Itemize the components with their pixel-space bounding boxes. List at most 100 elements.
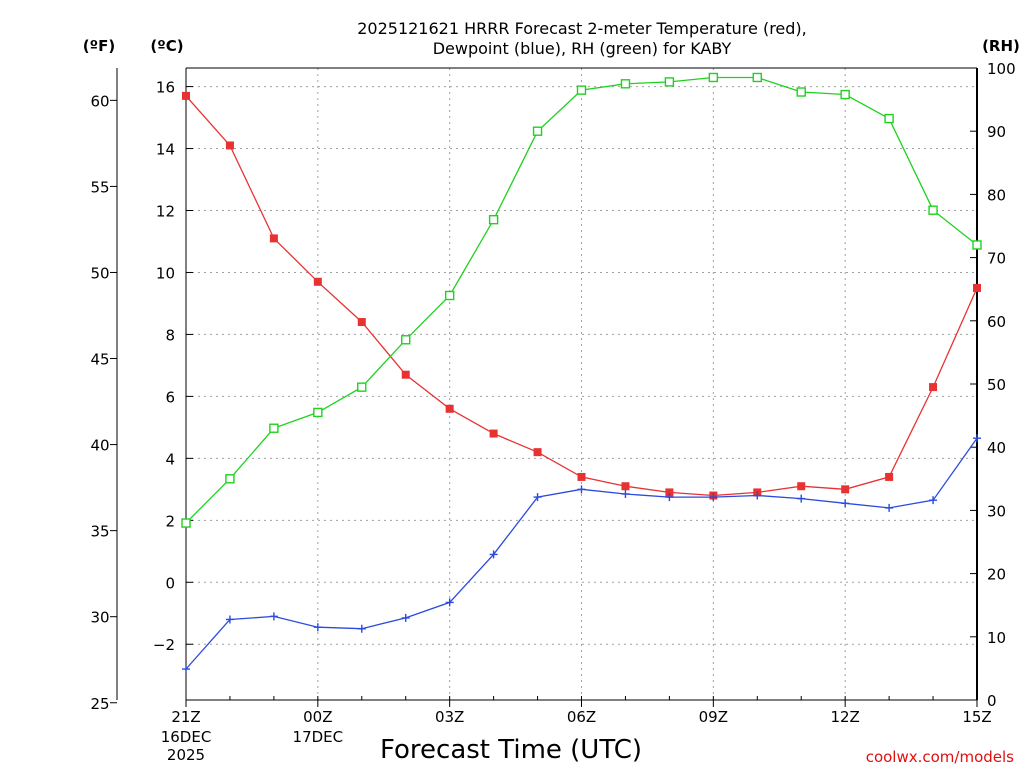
x-axis-title: Forecast Time (UTC) bbox=[380, 735, 642, 765]
rh-point bbox=[444, 290, 455, 301]
temperature-point bbox=[225, 141, 234, 150]
fahrenheit-tick-label: 45 bbox=[90, 351, 109, 369]
temperature-point bbox=[929, 383, 938, 392]
dewpoint-point bbox=[445, 598, 454, 607]
rh-tick-label: 30 bbox=[987, 502, 1006, 520]
rh-point bbox=[664, 77, 675, 87]
temperature-point bbox=[269, 234, 278, 243]
dewpoint-point bbox=[929, 496, 938, 505]
dewpoint-point bbox=[533, 493, 542, 502]
title-line-1: 2025121621 HRRR Forecast 2-meter Tempera… bbox=[357, 19, 807, 38]
rh-tick-label: 60 bbox=[987, 313, 1006, 331]
rh-point bbox=[401, 335, 411, 345]
x-tick-label: 21Z bbox=[171, 708, 200, 726]
temperature-point bbox=[665, 488, 674, 497]
dewpoint-point bbox=[577, 485, 586, 494]
temperature-point bbox=[533, 448, 542, 457]
rh-point bbox=[884, 113, 894, 124]
fahrenheit-tick-label: 60 bbox=[90, 92, 109, 110]
rh-point bbox=[840, 89, 850, 100]
dewpoint-point bbox=[709, 493, 718, 502]
fahrenheit-tick-label: 55 bbox=[90, 178, 109, 196]
temperature-point bbox=[401, 370, 410, 379]
x-tick-label: 03Z bbox=[435, 708, 464, 726]
celsius-tick-label: 0 bbox=[165, 574, 175, 592]
x-tick-date: 16DEC bbox=[161, 728, 212, 746]
rh-point bbox=[488, 214, 499, 225]
axes: −2 0 2 4 6 8 10 12 14 16 25 30 35 40 45 50 55 60 0 10 20 30 40… bbox=[90, 60, 1015, 764]
dewpoint-point bbox=[753, 491, 762, 500]
rh-tick-label: 10 bbox=[987, 629, 1006, 647]
x-tick-year: 2025 bbox=[167, 746, 205, 764]
rh-tick-label: 100 bbox=[987, 60, 1016, 78]
celsius-tick-label: 2 bbox=[165, 512, 175, 530]
temperature-point bbox=[797, 482, 806, 491]
rh-line bbox=[185, 76, 978, 524]
dewpoint-line bbox=[185, 437, 978, 670]
rh-tick-label: 0 bbox=[987, 692, 997, 710]
rh-point bbox=[313, 407, 323, 418]
temperature-point bbox=[313, 277, 322, 286]
rh-tick-label: 40 bbox=[987, 439, 1006, 457]
dewpoint-point bbox=[225, 615, 234, 624]
dewpoint-point bbox=[841, 499, 850, 508]
grid bbox=[186, 68, 977, 700]
rh-point bbox=[576, 85, 587, 95]
fahrenheit-tick-label: 25 bbox=[90, 695, 109, 713]
dewpoint-point bbox=[269, 612, 278, 621]
rh-tick-label: 70 bbox=[987, 250, 1006, 268]
rh-tick-label: 90 bbox=[987, 123, 1006, 141]
rh-point bbox=[181, 518, 191, 528]
fahrenheit-tick-label: 40 bbox=[90, 437, 109, 455]
celsius-tick-label: 10 bbox=[156, 264, 175, 282]
dewpoint-point bbox=[665, 493, 674, 502]
x-tick-label: 09Z bbox=[699, 708, 728, 726]
celsius-tick-label: 12 bbox=[156, 203, 175, 221]
dewpoint-point bbox=[797, 494, 806, 503]
rh-point bbox=[225, 474, 235, 484]
x-tick-label: 15Z bbox=[962, 708, 991, 726]
rh-tick-label: 80 bbox=[987, 186, 1006, 204]
celsius-tick-label: 14 bbox=[156, 141, 175, 159]
dewpoint-point bbox=[489, 550, 498, 559]
rh-point bbox=[620, 79, 631, 89]
temperature-point bbox=[577, 472, 586, 481]
x-tick-label: 12Z bbox=[830, 708, 859, 726]
x-tick-date: 17DEC bbox=[293, 728, 344, 746]
celsius-tick-label: −2 bbox=[153, 636, 175, 654]
celsius-tick-label: 4 bbox=[165, 450, 175, 468]
rh-tick-label: 50 bbox=[987, 376, 1006, 394]
rh-unit-label: (RH) bbox=[982, 37, 1020, 55]
rh-point bbox=[708, 72, 719, 83]
x-tick-label: 06Z bbox=[567, 708, 596, 726]
rh-point bbox=[532, 126, 543, 136]
rh-point bbox=[796, 87, 806, 97]
rh-point bbox=[269, 423, 279, 433]
fahrenheit-tick-label: 50 bbox=[90, 264, 109, 282]
temperature-point bbox=[182, 91, 190, 100]
fahrenheit-unit-label: (ºF) bbox=[83, 37, 115, 55]
x-tick-label: 00Z bbox=[303, 708, 332, 726]
rh-point bbox=[752, 72, 762, 83]
rh-point bbox=[357, 382, 367, 392]
dewpoint-point bbox=[401, 613, 410, 622]
celsius-tick-label: 6 bbox=[165, 388, 175, 406]
rh-point bbox=[972, 240, 982, 250]
credit-label: coolwx.com/models bbox=[866, 748, 1014, 766]
celsius-tick-label: 8 bbox=[165, 326, 175, 344]
series-layer bbox=[181, 72, 982, 674]
celsius-unit-label: (ºC) bbox=[150, 37, 183, 55]
temperature-point bbox=[621, 482, 630, 491]
temperature-point bbox=[841, 485, 850, 494]
fahrenheit-tick-label: 35 bbox=[90, 523, 109, 541]
dewpoint-point bbox=[973, 434, 981, 443]
dewpoint-point bbox=[621, 489, 630, 498]
rh-tick-label: 20 bbox=[987, 566, 1006, 584]
dewpoint-point bbox=[885, 503, 894, 512]
temperature-point bbox=[445, 404, 454, 413]
temperature-point bbox=[357, 318, 366, 327]
temperature-point bbox=[885, 472, 894, 481]
title: 2025121621 HRRR Forecast 2-meter Tempera… bbox=[357, 19, 807, 58]
dewpoint-point bbox=[357, 624, 366, 633]
